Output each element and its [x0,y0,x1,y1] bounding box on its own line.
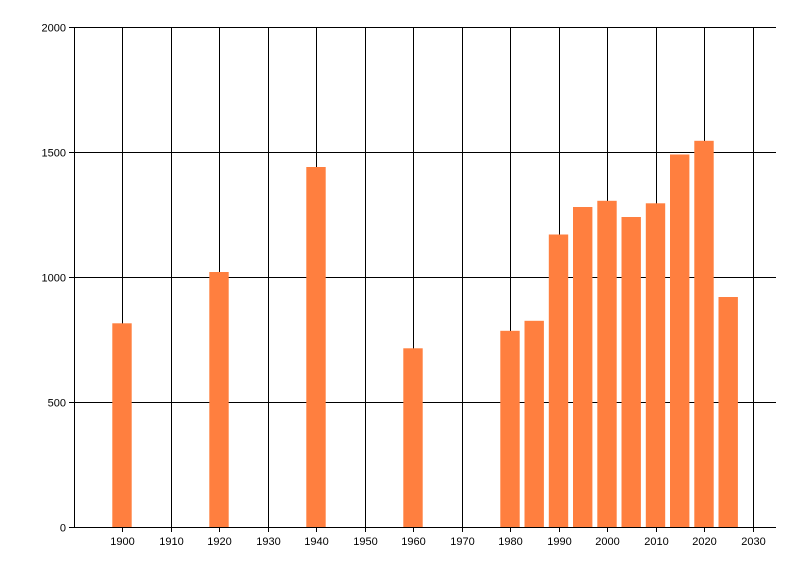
x-tick-label: 2030 [741,536,765,548]
bar-1990 [548,234,569,527]
x-tick-label: 1970 [450,536,474,548]
y-tick-label: 1500 [42,148,66,160]
axes [69,27,776,532]
bar-2020 [694,140,714,528]
bar-1980 [500,330,520,528]
x-tick-label: 1930 [256,536,280,548]
x-tick-label: 1990 [547,536,571,548]
x-tick-label: 1980 [498,536,522,548]
x-tick-label: 1940 [304,536,328,548]
bar-2010 [645,203,666,528]
x-tick-label: 1960 [401,536,425,548]
bar-1900 [112,323,132,528]
bar-1940 [306,167,326,527]
x-tick-label: 2020 [692,536,716,548]
bar-2005 [621,217,641,527]
bar-2000 [597,200,617,528]
bars [112,140,738,528]
bar-1920 [209,272,229,527]
bar-1985 [524,320,544,528]
x-tick-label: 1900 [110,536,134,548]
x-tick-label: 1920 [207,536,231,548]
bar-1995 [573,207,593,527]
bar-1960 [403,348,423,528]
bar-2025 [718,297,738,527]
x-tick-label: 2010 [644,536,668,548]
x-tick-label: 1950 [353,536,377,548]
y-tick-label: 2000 [42,23,66,35]
y-tick-label: 500 [48,398,66,410]
bar-2015 [670,154,690,527]
tick-labels: 0 500 1000 1500 2000 1900 1910 1920 1930 1940 1950… [42,23,766,549]
y-tick-label: 1000 [42,273,66,285]
y-tick-label: 0 [60,523,66,535]
x-tick-label: 2000 [595,536,619,548]
x-tick-label: 1910 [159,536,183,548]
